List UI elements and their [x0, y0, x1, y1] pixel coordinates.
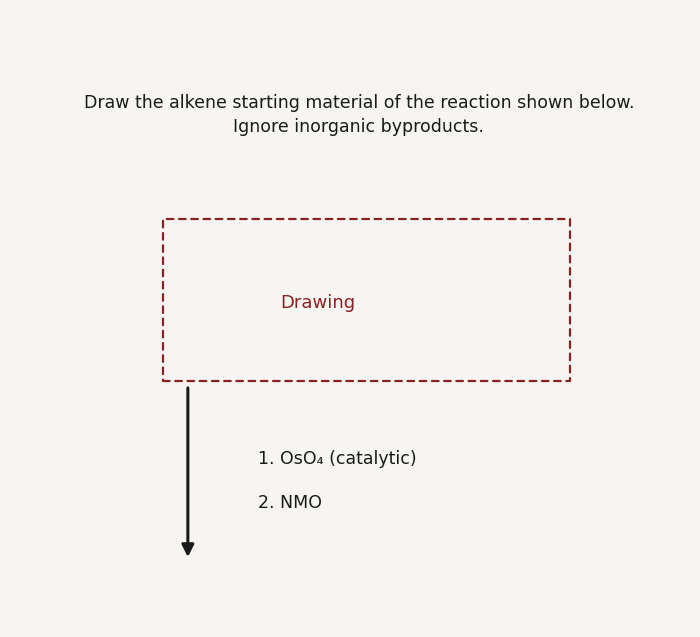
Text: 2. NMO: 2. NMO	[258, 494, 323, 512]
Text: Ignore inorganic byproducts.: Ignore inorganic byproducts.	[233, 118, 484, 136]
Bar	[163, 218, 570, 380]
Text: 1. OsO₄ (catalytic): 1. OsO₄ (catalytic)	[258, 450, 417, 468]
Text: Draw the alkene starting material of the reaction shown below.: Draw the alkene starting material of the…	[83, 94, 634, 111]
Text: Drawing: Drawing	[281, 294, 356, 312]
